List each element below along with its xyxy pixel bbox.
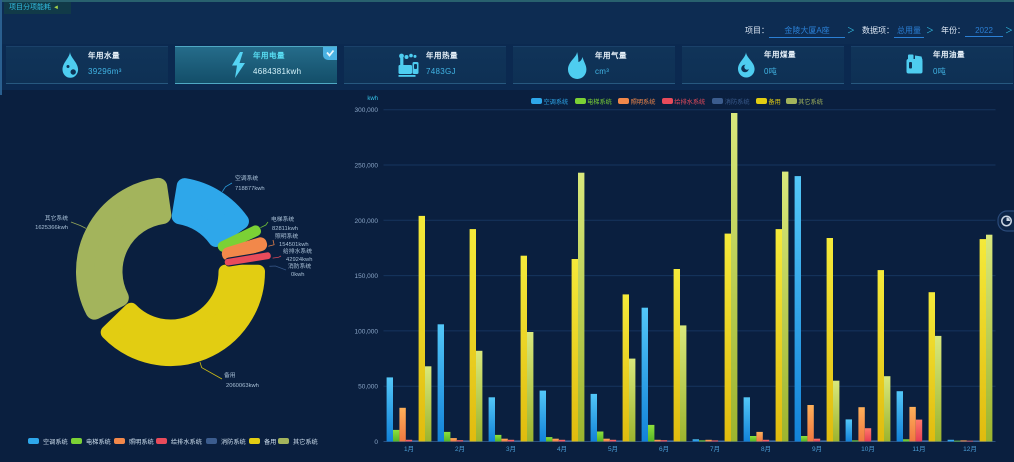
svg-text:12月: 12月 [963,445,977,453]
svg-text:其它系统: 其它系统 [45,214,68,222]
svg-text:10月: 10月 [861,445,875,453]
svg-text:照明系统: 照明系统 [275,232,298,240]
svg-text:消防系统: 消防系统 [221,438,246,446]
svg-text:0: 0 [374,439,378,446]
svg-text:3月: 3月 [506,445,516,453]
svg-text:给排水系统: 给排水系统 [674,98,705,106]
svg-text:150,000: 150,000 [355,273,379,280]
svg-text:7月: 7月 [710,445,720,453]
svg-text:82811kwh: 82811kwh [272,226,298,232]
svg-text:300,000: 300,000 [355,107,379,114]
svg-text:2月: 2月 [455,445,465,453]
svg-text:6月: 6月 [659,445,669,453]
svg-text:空调系统: 空调系统 [235,174,258,182]
svg-text:718877kwh: 718877kwh [235,186,265,192]
svg-text:250,000: 250,000 [355,163,379,170]
svg-text:5月: 5月 [608,445,618,453]
svg-text:42924kwh: 42924kwh [286,257,312,263]
svg-text:空调系统: 空调系统 [43,438,68,446]
svg-text:2060063kwh: 2060063kwh [226,383,259,389]
svg-text:备用: 备用 [264,438,276,446]
svg-text:154501kwh: 154501kwh [279,242,309,248]
svg-text:电梯系统: 电梯系统 [86,438,111,446]
svg-text:其它系统: 其它系统 [293,438,318,446]
svg-text:备用: 备用 [768,98,780,106]
svg-text:照明系统: 照明系统 [129,438,154,446]
svg-text:照明系统: 照明系统 [631,98,656,106]
svg-text:电梯系统: 电梯系统 [271,215,294,223]
svg-text:其它系统: 其它系统 [798,98,823,106]
svg-text:kwh: kwh [367,96,378,102]
svg-text:9月: 9月 [812,445,822,453]
svg-text:消防系统: 消防系统 [725,98,750,106]
svg-text:给排水系统: 给排水系统 [283,247,312,255]
svg-text:给排水系统: 给排水系统 [171,438,202,446]
svg-text:8月: 8月 [761,445,771,453]
svg-text:4月: 4月 [557,445,567,453]
svg-text:电梯系统: 电梯系统 [587,98,612,106]
svg-text:50,000: 50,000 [358,384,378,391]
svg-text:1月: 1月 [404,445,414,453]
svg-text:消防系统: 消防系统 [288,262,311,270]
svg-text:200,000: 200,000 [355,218,379,225]
svg-text:100,000: 100,000 [355,328,379,335]
svg-text:备用: 备用 [224,371,236,379]
svg-text:0kwh: 0kwh [291,272,305,278]
svg-text:11月: 11月 [912,445,925,453]
svg-text:空调系统: 空调系统 [544,98,569,106]
svg-text:1625366kwh: 1625366kwh [35,225,68,231]
